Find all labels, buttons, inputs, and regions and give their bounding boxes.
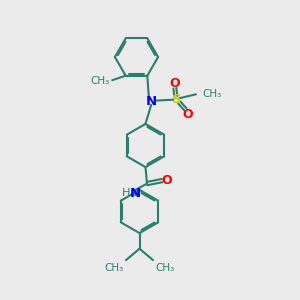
- Text: H: H: [122, 188, 130, 198]
- Text: N: N: [146, 95, 158, 108]
- Text: S: S: [172, 93, 181, 106]
- Text: CH₃: CH₃: [91, 76, 110, 86]
- Text: CH₃: CH₃: [155, 263, 175, 273]
- Text: O: O: [169, 77, 180, 90]
- Text: N: N: [129, 187, 141, 200]
- Text: CH₃: CH₃: [104, 263, 124, 273]
- Text: O: O: [182, 108, 193, 121]
- Text: O: O: [161, 174, 172, 187]
- Text: CH₃: CH₃: [202, 89, 221, 99]
